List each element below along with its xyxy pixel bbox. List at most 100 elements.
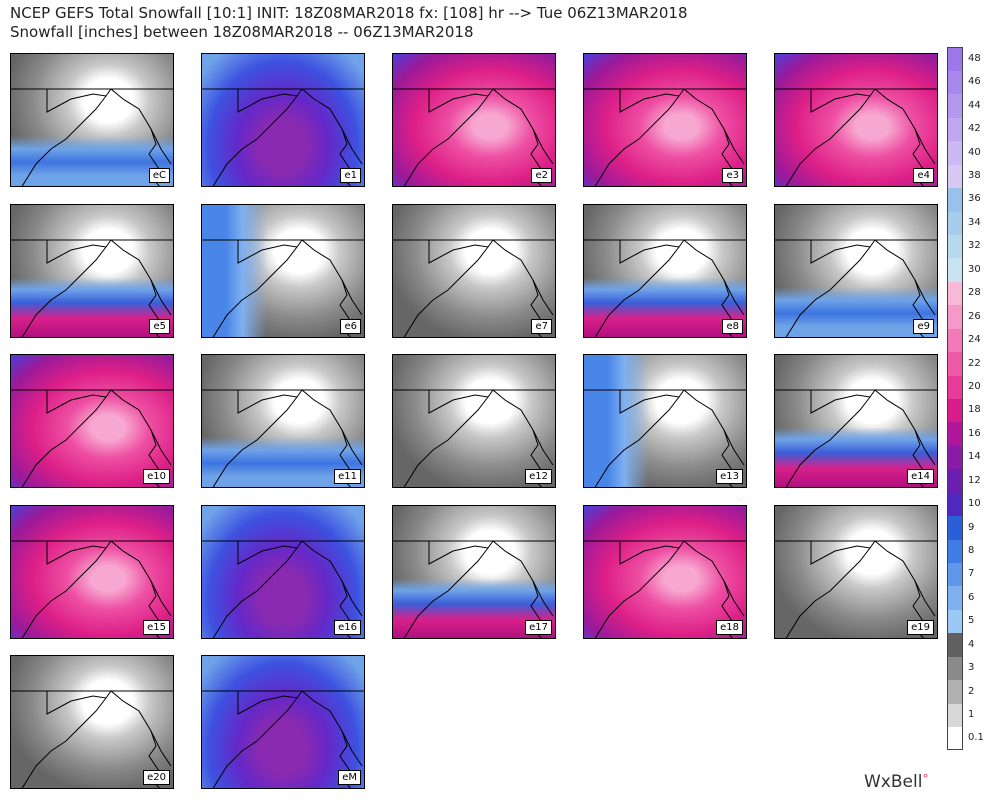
colorbar-swatch — [947, 187, 963, 212]
panel-label: e18 — [716, 619, 743, 635]
colorbar-label: 40 — [968, 146, 981, 158]
map-borders — [393, 238, 555, 337]
colorbar-label: 42 — [968, 123, 981, 135]
panel-label: e9 — [913, 318, 934, 334]
map-panel: e17 — [392, 504, 556, 639]
panel-label: e14 — [907, 469, 934, 484]
map-borders — [202, 690, 364, 788]
map-borders — [775, 88, 937, 186]
colorbar-swatch — [947, 609, 963, 634]
colorbar-swatch — [947, 726, 963, 751]
state-border — [810, 238, 936, 315]
state-border — [212, 547, 298, 638]
map-panel: e18 — [583, 504, 747, 639]
state-border — [428, 238, 554, 315]
colorbar-label: 0.1 — [968, 732, 984, 744]
colorbar-swatch — [947, 47, 963, 71]
map-panel: e3 — [583, 53, 747, 187]
state-border — [810, 539, 936, 616]
map-panel: e16 — [201, 504, 365, 639]
map-panel: e7 — [392, 203, 556, 338]
state-border — [237, 88, 363, 165]
state-border — [237, 539, 363, 616]
colorbar-swatch — [947, 304, 963, 329]
colorbar-label: 20 — [968, 380, 981, 392]
colorbar-label: 30 — [968, 263, 981, 275]
colorbar-label: 26 — [968, 310, 981, 322]
colorbar-label: 16 — [968, 427, 981, 439]
panel-label: e2 — [531, 168, 552, 183]
map-panel: e13 — [583, 354, 747, 488]
colorbar-swatch — [947, 585, 963, 610]
colorbar-swatch — [947, 515, 963, 540]
state-border — [619, 88, 745, 165]
state-border — [810, 88, 936, 165]
colorbar-swatch — [947, 257, 963, 282]
panel-label: e16 — [334, 619, 361, 635]
state-border — [403, 547, 489, 638]
colorbar-label: 34 — [968, 216, 981, 228]
colorbar-swatch — [947, 562, 963, 587]
map-panel: e15 — [10, 504, 174, 639]
colorbar-swatch — [947, 468, 963, 493]
colorbar-swatch — [947, 656, 963, 681]
colorbar-label: 46 — [968, 76, 981, 88]
state-border — [594, 396, 680, 487]
state-border — [810, 389, 936, 466]
colorbar-label: 9 — [968, 521, 975, 533]
colorbar-label: 12 — [968, 474, 981, 486]
panel-label: e4 — [913, 168, 934, 183]
state-border — [237, 389, 363, 466]
map-panel: e4 — [774, 53, 938, 187]
map-panel: e8 — [583, 203, 747, 338]
colorbar-swatch — [947, 398, 963, 423]
map-panel: e14 — [774, 354, 938, 488]
colorbar-label: 2 — [968, 685, 975, 697]
map-borders — [584, 539, 746, 638]
map-borders — [202, 539, 364, 638]
map-borders — [775, 238, 937, 337]
logo: WxBell° — [864, 772, 928, 792]
colorbar-label: 32 — [968, 240, 981, 252]
colorbar-swatch — [947, 70, 963, 95]
colorbar-label: 22 — [968, 357, 981, 369]
panel-label: e15 — [143, 619, 170, 635]
panel-label: e11 — [334, 469, 361, 484]
colorbar-swatch — [947, 679, 963, 704]
map-panel: e19 — [774, 504, 938, 639]
map-panel: eM — [201, 655, 365, 789]
state-border — [594, 246, 680, 337]
map-borders — [11, 238, 173, 337]
map-panel: e5 — [10, 203, 174, 338]
state-border — [403, 95, 489, 186]
state-border — [46, 690, 172, 767]
state-border — [46, 539, 172, 616]
colorbar-swatch — [947, 492, 963, 517]
colorbar-label: 1 — [968, 709, 975, 721]
state-border — [46, 88, 172, 165]
map-panel: e10 — [10, 354, 174, 488]
state-border — [594, 95, 680, 186]
colorbar-label: 8 — [968, 544, 975, 556]
state-border — [46, 389, 172, 466]
state-border — [403, 396, 489, 487]
state-border — [619, 238, 745, 315]
colorbar-swatch — [947, 117, 963, 142]
colorbar-label: 24 — [968, 334, 981, 346]
panel-label: e7 — [531, 318, 552, 334]
colorbar-label: 3 — [968, 662, 975, 674]
colorbar-label: 10 — [968, 498, 981, 510]
colorbar-swatch — [947, 93, 963, 118]
panel-label: eC — [148, 168, 170, 183]
panel-label: e1 — [340, 168, 361, 183]
map-borders — [584, 389, 746, 487]
panel-label: e10 — [143, 469, 170, 484]
state-border — [428, 539, 554, 616]
map-borders — [584, 238, 746, 337]
panel-label: e8 — [722, 318, 743, 334]
state-border — [212, 246, 298, 337]
state-border — [619, 389, 745, 466]
panel-label: e5 — [149, 318, 170, 334]
map-panel: e11 — [201, 354, 365, 488]
state-border — [21, 547, 107, 638]
